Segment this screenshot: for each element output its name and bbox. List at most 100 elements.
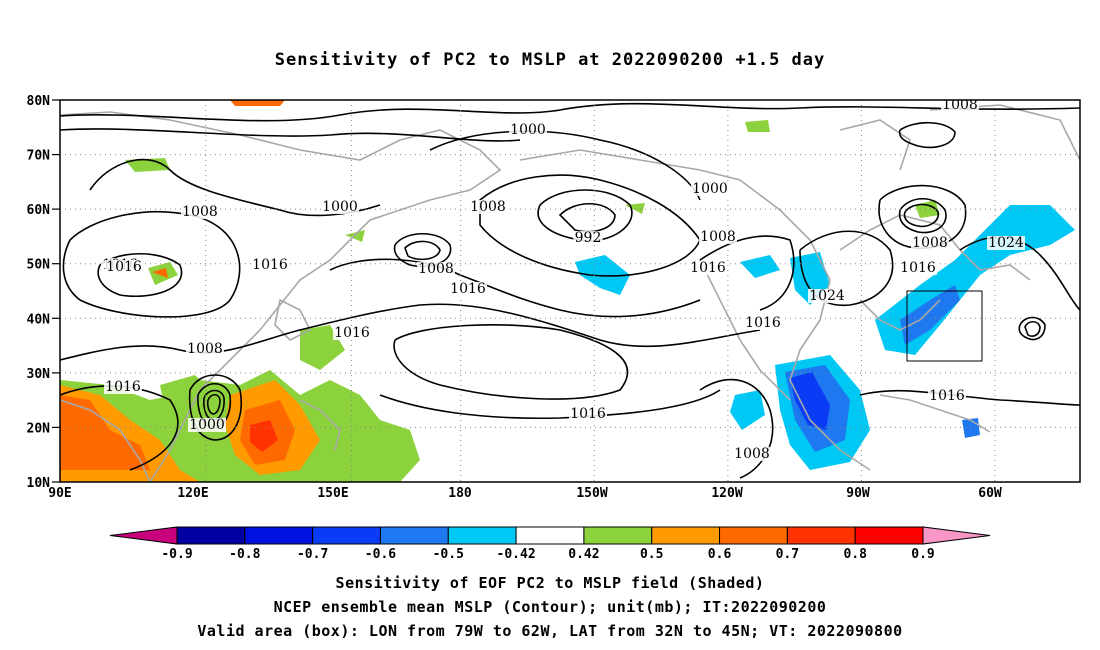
colorbar-box	[583, 526, 653, 545]
contour-label: 1008	[187, 341, 223, 357]
contour-label-bg	[469, 200, 507, 214]
contour-label-bg	[333, 326, 371, 340]
contour-label-bg	[186, 342, 224, 356]
colorbar-tick-label: 0.7	[776, 547, 799, 562]
valid-area-box	[906, 290, 983, 362]
latitude-label: 40N	[27, 312, 51, 327]
longitude-label: 90E	[48, 486, 71, 501]
contour-label-bg	[699, 230, 737, 244]
contour-label-bg	[808, 289, 846, 303]
contour-label: 1016	[690, 260, 726, 276]
latitude-label: 70N	[27, 149, 51, 164]
colorbar-tick-label: 0.8	[843, 547, 867, 562]
contour-label-bg	[251, 258, 289, 272]
colorbar-tick-label: 0.42	[568, 547, 599, 562]
contour-label: 1000	[510, 122, 546, 138]
contour-label: 1024	[809, 288, 845, 304]
contour-labels: 1008 1000 1000 1000 1008 1008 992 1016 1016 1016 1…	[101, 97, 1025, 462]
colorbar-tick-label: 0.5	[640, 547, 663, 562]
longitude-label: 60W	[978, 486, 1002, 501]
contour-label-bg	[105, 260, 143, 274]
contour-label: 1008	[470, 199, 506, 215]
longitude-label: 150W	[576, 486, 607, 501]
longitude-label: 90W	[846, 486, 870, 501]
contour-label: 1008	[912, 235, 948, 251]
latitude-label: 80N	[27, 94, 51, 109]
colorbar-box	[379, 526, 449, 545]
colorbar-tick-label: 0.6	[708, 547, 732, 562]
colorbar-tick-label: -0.7	[297, 547, 328, 562]
colorbar-box	[244, 526, 314, 545]
colorbar-tick-label: -0.5	[433, 547, 464, 562]
contour-label-bg	[744, 316, 782, 330]
latitude-label: 30N	[27, 367, 51, 382]
colorbar-tick-label: -0.42	[497, 547, 536, 562]
colorbar: -0.9 -0.8 -0.7 -0.6 -0.5 -0.42 0.42 0.5 0.6 0.7 0.…	[109, 526, 991, 562]
contour-label-bg	[689, 261, 727, 275]
latitude-label: 20N	[27, 421, 51, 436]
colorbar-under-triangle	[109, 526, 178, 545]
contour-label: 1016	[900, 260, 936, 276]
longitude-label: 150E	[317, 486, 348, 501]
contour-label: 1024	[988, 235, 1024, 251]
contour-label-bg	[417, 262, 455, 276]
longitude-labels: 90E 120E 150E 180 150W 120W 90W 60W	[48, 486, 1002, 501]
contour-label: 1008	[942, 97, 978, 113]
contour-label-bg	[911, 236, 949, 250]
contour-label-bg	[181, 205, 219, 219]
colorbar-tick-label: -0.8	[229, 547, 260, 562]
contour-label: 1008	[734, 446, 770, 462]
contour-label: 1008	[182, 204, 218, 220]
contour-label-bg	[321, 200, 359, 214]
colorbar-box	[515, 526, 585, 545]
colorbar-box	[447, 526, 517, 545]
map-layers: 1008 1000 1000 1000 1008 1008 992 1016 1016 1016 1…	[60, 97, 1080, 482]
colorbar-box	[719, 526, 788, 545]
contour-label: 1016	[570, 406, 606, 422]
contour-label: 1016	[745, 315, 781, 331]
contour-label: 1000	[322, 199, 358, 215]
contour-label: 1016	[450, 281, 486, 297]
contour-label: 992	[575, 230, 602, 246]
longitude-label: 120W	[711, 486, 742, 501]
colorbar-tick-label: -0.9	[161, 547, 192, 562]
contour-label-bg	[899, 261, 937, 275]
contour-label: 1016	[106, 259, 142, 275]
colorbar-tick-label: -0.6	[365, 547, 396, 562]
coastlines	[60, 104, 1080, 482]
contour-label: 1016	[252, 257, 288, 273]
contour-label-bg	[188, 418, 226, 432]
longitude-label: 120E	[177, 486, 208, 501]
latitude-label: 50N	[27, 258, 51, 273]
contour-label: 1016	[334, 325, 370, 341]
latitude-label: 60N	[27, 203, 51, 218]
latitude-labels: 80N 70N 60N 50N 40N 30N 20N 10N	[27, 94, 60, 491]
contour-label-bg	[509, 123, 547, 137]
contour-label-bg	[104, 380, 142, 394]
chart-title: Sensitivity of PC2 to MSLP at 2022090200…	[274, 50, 826, 70]
contour-label-bg	[941, 100, 979, 112]
footer-line-3: Valid area (box): LON from 79W to 62W, L…	[197, 622, 903, 640]
footer-line-1: Sensitivity of EOF PC2 to MSLP field (Sh…	[335, 574, 765, 592]
contour-label-bg	[449, 282, 487, 296]
contour-label-bg	[928, 389, 966, 403]
contour-label: 1008	[418, 261, 454, 277]
contour-label-bg	[691, 182, 729, 196]
contour-label-bg	[987, 236, 1025, 250]
map-frame	[59, 99, 1081, 483]
contour-label-bg	[569, 407, 607, 421]
contour-label-bg	[733, 447, 771, 461]
colorbar-box	[854, 526, 924, 545]
contour-label: 1008	[700, 229, 736, 245]
shading-positive	[60, 100, 940, 482]
contour-label-bg	[573, 231, 603, 245]
colorbar-box	[786, 526, 856, 545]
colorbar-tick-label: 0.9	[911, 547, 934, 562]
colorbar-box	[312, 526, 381, 545]
colorbar-box	[176, 526, 246, 545]
colorbar-box	[651, 526, 721, 545]
grid-lines	[60, 100, 1080, 482]
latitude-label: 10N	[27, 476, 51, 491]
contour-label: 1016	[929, 388, 965, 404]
